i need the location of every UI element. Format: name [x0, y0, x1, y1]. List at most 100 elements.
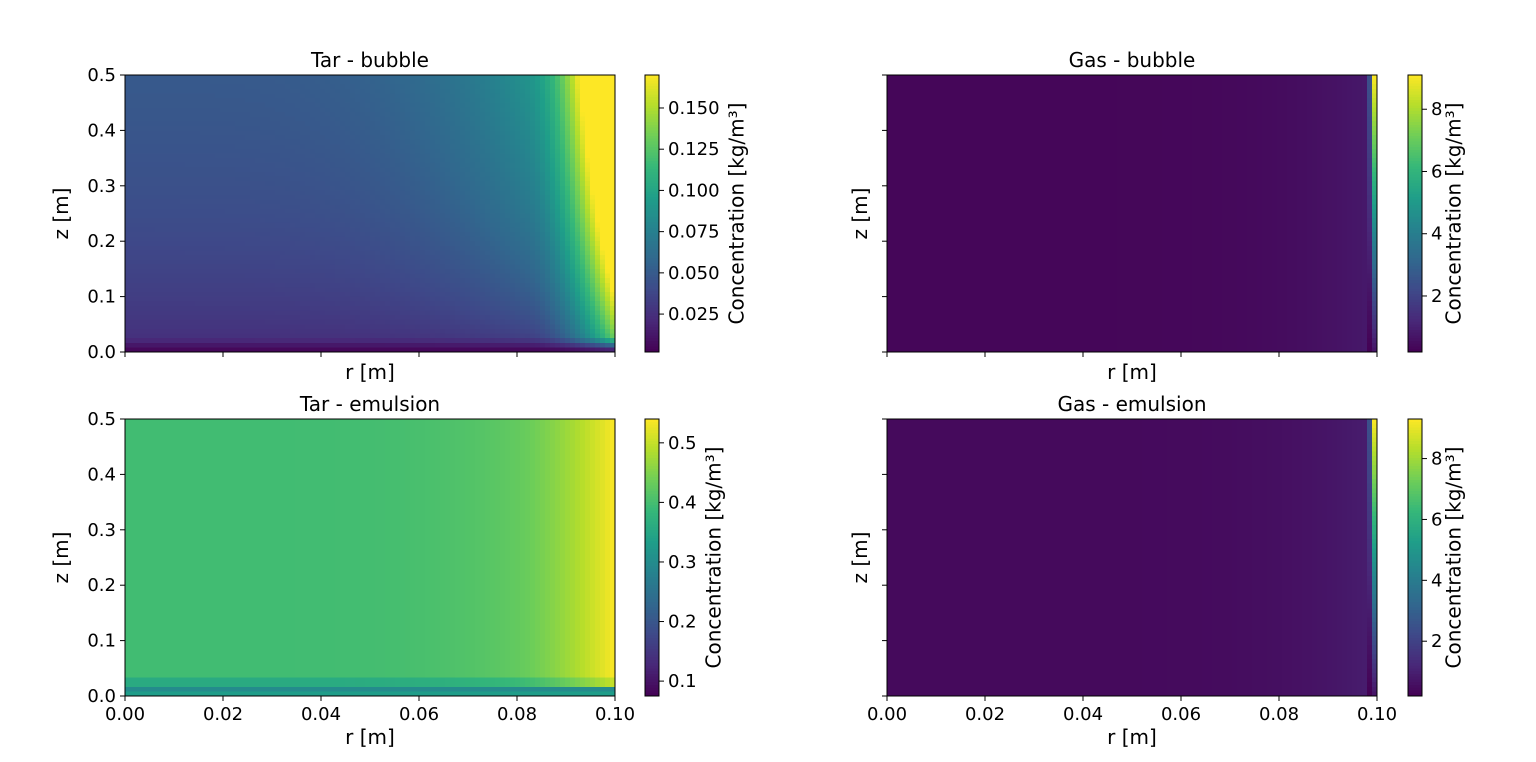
- heatmap-cell: [480, 93, 486, 98]
- heatmap-cell: [440, 126, 446, 131]
- heatmap-cell: [525, 80, 531, 85]
- heatmap-cell: [190, 84, 196, 89]
- heatmap-cell: [170, 177, 176, 182]
- heatmap-cell: [345, 112, 351, 117]
- heatmap-cell: [200, 112, 206, 117]
- heatmap-cell: [470, 140, 476, 145]
- heatmap-cell: [345, 121, 351, 126]
- heatmap-cell: [510, 167, 516, 172]
- heatmap-cell: [205, 149, 211, 154]
- heatmap-cell: [165, 186, 171, 191]
- heatmap-cell: [295, 126, 301, 131]
- heatmap-cell: [210, 130, 216, 135]
- heatmap-cell: [230, 107, 236, 112]
- heatmap-cell: [600, 112, 606, 117]
- heatmap-cell: [335, 158, 341, 163]
- heatmap-cell: [470, 186, 476, 191]
- heatmap-cell: [565, 149, 571, 154]
- heatmap-cell: [505, 135, 511, 140]
- heatmap-cell: [365, 117, 371, 122]
- heatmap-cell: [255, 75, 261, 80]
- heatmap-cell: [225, 153, 231, 158]
- heatmap-cell: [210, 177, 216, 182]
- heatmap-cell: [255, 158, 261, 163]
- heatmap-cell: [220, 98, 226, 103]
- heatmap-cell: [135, 190, 141, 195]
- heatmap-cell: [315, 117, 321, 122]
- heatmap-cell: [200, 80, 206, 85]
- heatmap-cell: [285, 186, 291, 191]
- heatmap-cell: [305, 80, 311, 85]
- heatmap-cell: [485, 186, 491, 191]
- heatmap-cell: [145, 98, 151, 103]
- heatmap-cell: [135, 75, 141, 80]
- heatmap-cell: [385, 93, 391, 98]
- heatmap-cell: [175, 186, 181, 191]
- heatmap-cell: [400, 121, 406, 126]
- heatmap-cell: [205, 135, 211, 140]
- heatmap-cell: [345, 186, 351, 191]
- heatmap-cell: [305, 135, 311, 140]
- heatmap-cell: [170, 172, 176, 177]
- heatmap-cell: [315, 135, 321, 140]
- heatmap-cell: [290, 172, 296, 177]
- heatmap-cell: [450, 135, 456, 140]
- heatmap-field: [125, 75, 616, 353]
- heatmap-cell: [150, 75, 156, 80]
- heatmap-cell: [580, 172, 586, 177]
- heatmap-cell: [400, 181, 406, 186]
- heatmap-cell: [185, 163, 191, 168]
- heatmap-cell: [410, 89, 416, 94]
- heatmap-cell: [520, 117, 526, 122]
- heatmap-cell: [570, 130, 576, 135]
- heatmap-cell: [280, 107, 286, 112]
- heatmap-cell: [385, 89, 391, 94]
- heatmap-cell: [140, 126, 146, 131]
- heatmap-cell: [345, 144, 351, 149]
- heatmap-cell: [140, 144, 146, 149]
- heatmap-cell: [280, 177, 286, 182]
- heatmap-cell: [605, 144, 611, 149]
- heatmap-cell: [585, 126, 591, 131]
- heatmap-cell: [320, 153, 326, 158]
- heatmap-cell: [550, 163, 556, 168]
- heatmap-cell: [490, 107, 496, 112]
- heatmap-cell: [590, 167, 596, 172]
- heatmap-cell: [355, 126, 361, 131]
- heatmap-cell: [515, 121, 521, 126]
- heatmap-cell: [345, 149, 351, 154]
- heatmap-cell: [605, 181, 611, 186]
- heatmap-cell: [155, 98, 161, 103]
- heatmap-cell: [125, 84, 131, 89]
- heatmap-cell: [485, 84, 491, 89]
- heatmap-cell: [300, 126, 306, 131]
- heatmap-cell: [230, 80, 236, 85]
- heatmap-cell: [425, 80, 431, 85]
- heatmap-cell: [290, 107, 296, 112]
- heatmap-cell: [505, 93, 511, 98]
- heatmap-cell: [160, 107, 166, 112]
- heatmap-cell: [350, 167, 356, 172]
- heatmap-cell: [150, 130, 156, 135]
- heatmap-cell: [385, 75, 391, 80]
- heatmap-cell: [270, 98, 276, 103]
- heatmap-cell: [410, 126, 416, 131]
- heatmap-cell: [350, 130, 356, 135]
- heatmap-cell: [605, 98, 611, 103]
- heatmap-cell: [250, 177, 256, 182]
- heatmap-cell: [395, 117, 401, 122]
- heatmap-cell: [555, 163, 561, 168]
- heatmap-cell: [595, 89, 601, 94]
- heatmap-cell: [385, 149, 391, 154]
- heatmap-cell: [440, 93, 446, 98]
- heatmap-cell: [125, 172, 131, 177]
- heatmap-cell: [435, 80, 441, 85]
- heatmap-cell: [195, 181, 201, 186]
- heatmap-cell: [375, 112, 381, 117]
- heatmap-cell: [345, 172, 351, 177]
- heatmap-cell: [180, 103, 186, 108]
- heatmap-cell: [185, 140, 191, 145]
- heatmap-cell: [215, 75, 221, 80]
- heatmap-cell: [135, 89, 141, 94]
- heatmap-cell: [310, 103, 316, 108]
